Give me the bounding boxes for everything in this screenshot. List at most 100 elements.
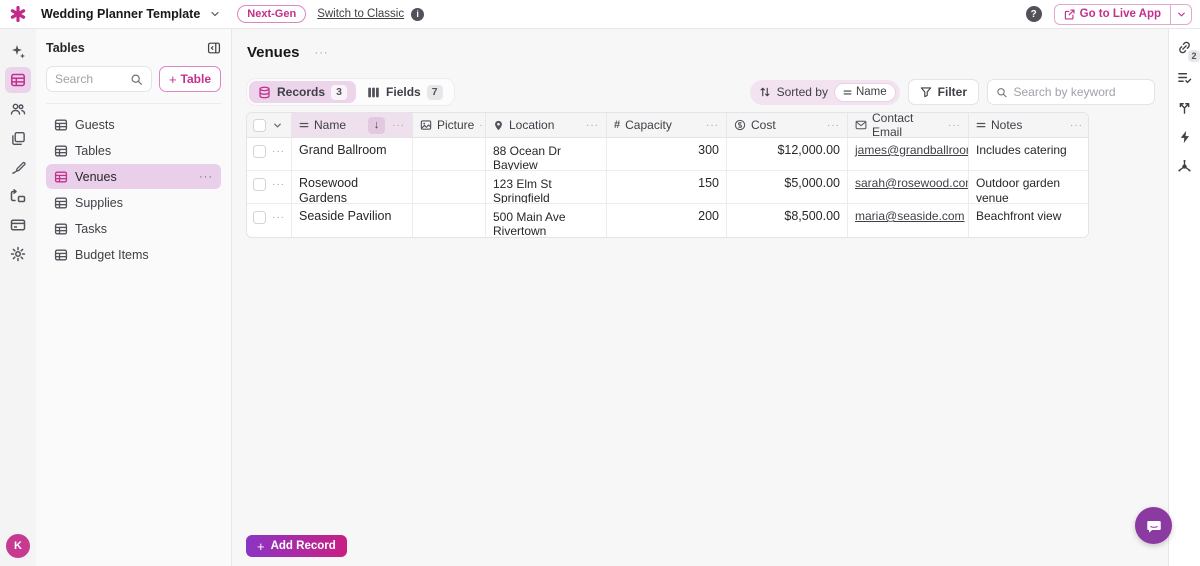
table-row[interactable]: ··· Seaside Pavilion 500 Main Ave Rivert… [247,204,1088,237]
live-app-dropdown-button[interactable] [1170,3,1192,25]
text-field-icon [299,122,309,128]
cell-notes[interactable]: Outdoor garden venue [976,176,1061,203]
sort-field-chip[interactable]: Name [833,82,896,102]
column-header-name[interactable]: Name ↓ ··· [292,113,413,137]
table-search-input[interactable] [55,72,124,86]
filter-button[interactable]: Filter [907,79,979,105]
cell-name[interactable]: Seaside Pavilion [292,204,413,237]
sidebar-item-label: Tasks [75,221,107,236]
next-gen-badge[interactable]: Next-Gen [237,5,307,23]
item-menu-icon[interactable]: ··· [199,170,213,183]
column-menu-icon[interactable]: ··· [479,119,485,131]
billing-card-icon[interactable] [5,212,31,238]
row-checkbox[interactable] [253,211,266,224]
sidebar-item-label: Tables [75,143,112,158]
cell-contact-email[interactable]: maria@seaside.com [848,204,969,237]
base-title[interactable]: Wedding Planner Template [41,7,201,21]
column-menu-icon[interactable]: ··· [827,119,840,131]
cell-capacity[interactable]: 150 [607,171,727,203]
automation-flow-icon[interactable] [5,183,31,209]
table-menu-icon[interactable]: ··· [314,46,329,59]
cell-notes[interactable]: Includes catering [976,143,1067,157]
expand-chevron-icon[interactable] [272,120,283,131]
api-network-icon[interactable] [1177,159,1192,174]
tab-fields-label: Fields [386,85,421,99]
row-checkbox[interactable] [253,145,266,158]
text-field-icon [843,90,852,94]
column-label: Capacity [625,118,672,132]
ai-sparkles-icon[interactable] [5,38,31,64]
expand-record-icon[interactable]: ··· [272,212,285,223]
main-content: Venues ··· Records 3 Fields 7 Sor [232,29,1168,566]
cell-cost[interactable]: $5,000.00 [727,171,848,203]
collapse-sidebar-icon[interactable] [207,41,221,55]
tables-view-icon[interactable] [5,67,31,93]
row-checkbox[interactable] [253,178,266,191]
cell-contact-email[interactable]: james@grandballroom.com [848,138,969,170]
collaborators-icon[interactable] [5,96,31,122]
table-row[interactable]: ··· Grand Ballroom 88 Ocean Dr Bayview 3… [247,138,1088,171]
keyword-search-input[interactable] [1013,85,1146,99]
sidebar-item-tables[interactable]: Tables ··· [46,138,221,163]
cell-location[interactable]: 123 Elm St Springfield [486,171,607,203]
column-menu-icon[interactable]: ··· [948,119,961,131]
column-header-notes[interactable]: Notes ··· [969,113,1088,137]
cell-name[interactable]: Grand Ballroom [292,138,413,170]
tab-fields[interactable]: Fields 7 [358,81,452,103]
sidebar-item-label: Budget Items [75,247,149,262]
sidebar-divider [46,103,221,104]
column-header-capacity[interactable]: # Capacity ··· [607,113,727,137]
cell-picture[interactable] [413,138,486,170]
cell-contact-email[interactable]: sarah@rosewood.com [848,171,969,203]
sidebar-item-guests[interactable]: Guests ··· [46,112,221,137]
column-menu-icon[interactable]: ··· [586,119,599,131]
table-row[interactable]: ··· Rosewood Gardens 123 Elm St Springfi… [247,171,1088,204]
column-header-picture[interactable]: Picture ··· [413,113,486,137]
chat-widget-button[interactable] [1135,507,1172,544]
user-avatar[interactable]: K [6,534,30,558]
cell-notes[interactable]: Beachfront view [976,209,1062,223]
sidebar-item-supplies[interactable]: Supplies ··· [46,190,221,215]
info-icon[interactable]: i [411,7,425,21]
keyword-search-box[interactable] [987,79,1155,105]
record-history-icon[interactable] [1177,70,1192,85]
column-menu-icon[interactable]: ··· [1070,119,1083,131]
cell-cost[interactable]: $8,500.00 [727,204,848,237]
design-brush-icon[interactable] [5,154,31,180]
cell-location[interactable]: 88 Ocean Dr Bayview [486,138,607,170]
cell-name[interactable]: Rosewood Gardens [292,171,413,203]
select-all-checkbox[interactable] [253,118,266,132]
cell-location[interactable]: 500 Main Ave Rivertown [486,204,607,237]
cell-picture[interactable] [413,204,486,237]
column-header-contact-email[interactable]: Contact Email ··· [848,113,969,137]
switch-to-classic-link[interactable]: Switch to Classic [317,8,405,20]
go-to-live-app-button[interactable]: Go to Live App [1053,3,1170,25]
automation-lightning-icon[interactable] [1178,130,1192,144]
version-branch-icon[interactable] [1177,100,1192,115]
column-menu-icon[interactable]: ··· [392,119,405,131]
image-icon [420,120,432,130]
settings-gear-icon[interactable] [5,241,31,267]
cell-picture[interactable] [413,171,486,203]
add-record-button[interactable]: + Add Record [246,535,347,557]
sort-descending-icon[interactable]: ↓ [368,116,385,134]
templates-icon[interactable] [5,125,31,151]
links-icon[interactable]: 2 [1177,40,1200,62]
tab-records[interactable]: Records 3 [249,81,357,103]
expand-record-icon[interactable]: ··· [272,146,285,157]
help-icon[interactable]: ? [1025,6,1042,22]
sorted-by-button[interactable]: Sorted by Name [749,79,900,105]
chevron-down-icon[interactable] [209,8,221,20]
column-header-location[interactable]: Location ··· [486,113,607,137]
table-search-box[interactable] [46,66,152,92]
add-table-button[interactable]: + Table [158,66,221,92]
cell-cost[interactable]: $12,000.00 [727,138,848,170]
cell-capacity[interactable]: 200 [607,204,727,237]
sidebar-item-budget-items[interactable]: Budget Items ··· [46,242,221,267]
column-header-cost[interactable]: Cost ··· [727,113,848,137]
expand-record-icon[interactable]: ··· [272,179,285,190]
sidebar-item-tasks[interactable]: Tasks ··· [46,216,221,241]
sidebar-item-venues[interactable]: Venues ··· [46,164,221,189]
cell-capacity[interactable]: 300 [607,138,727,170]
column-menu-icon[interactable]: ··· [706,119,719,131]
